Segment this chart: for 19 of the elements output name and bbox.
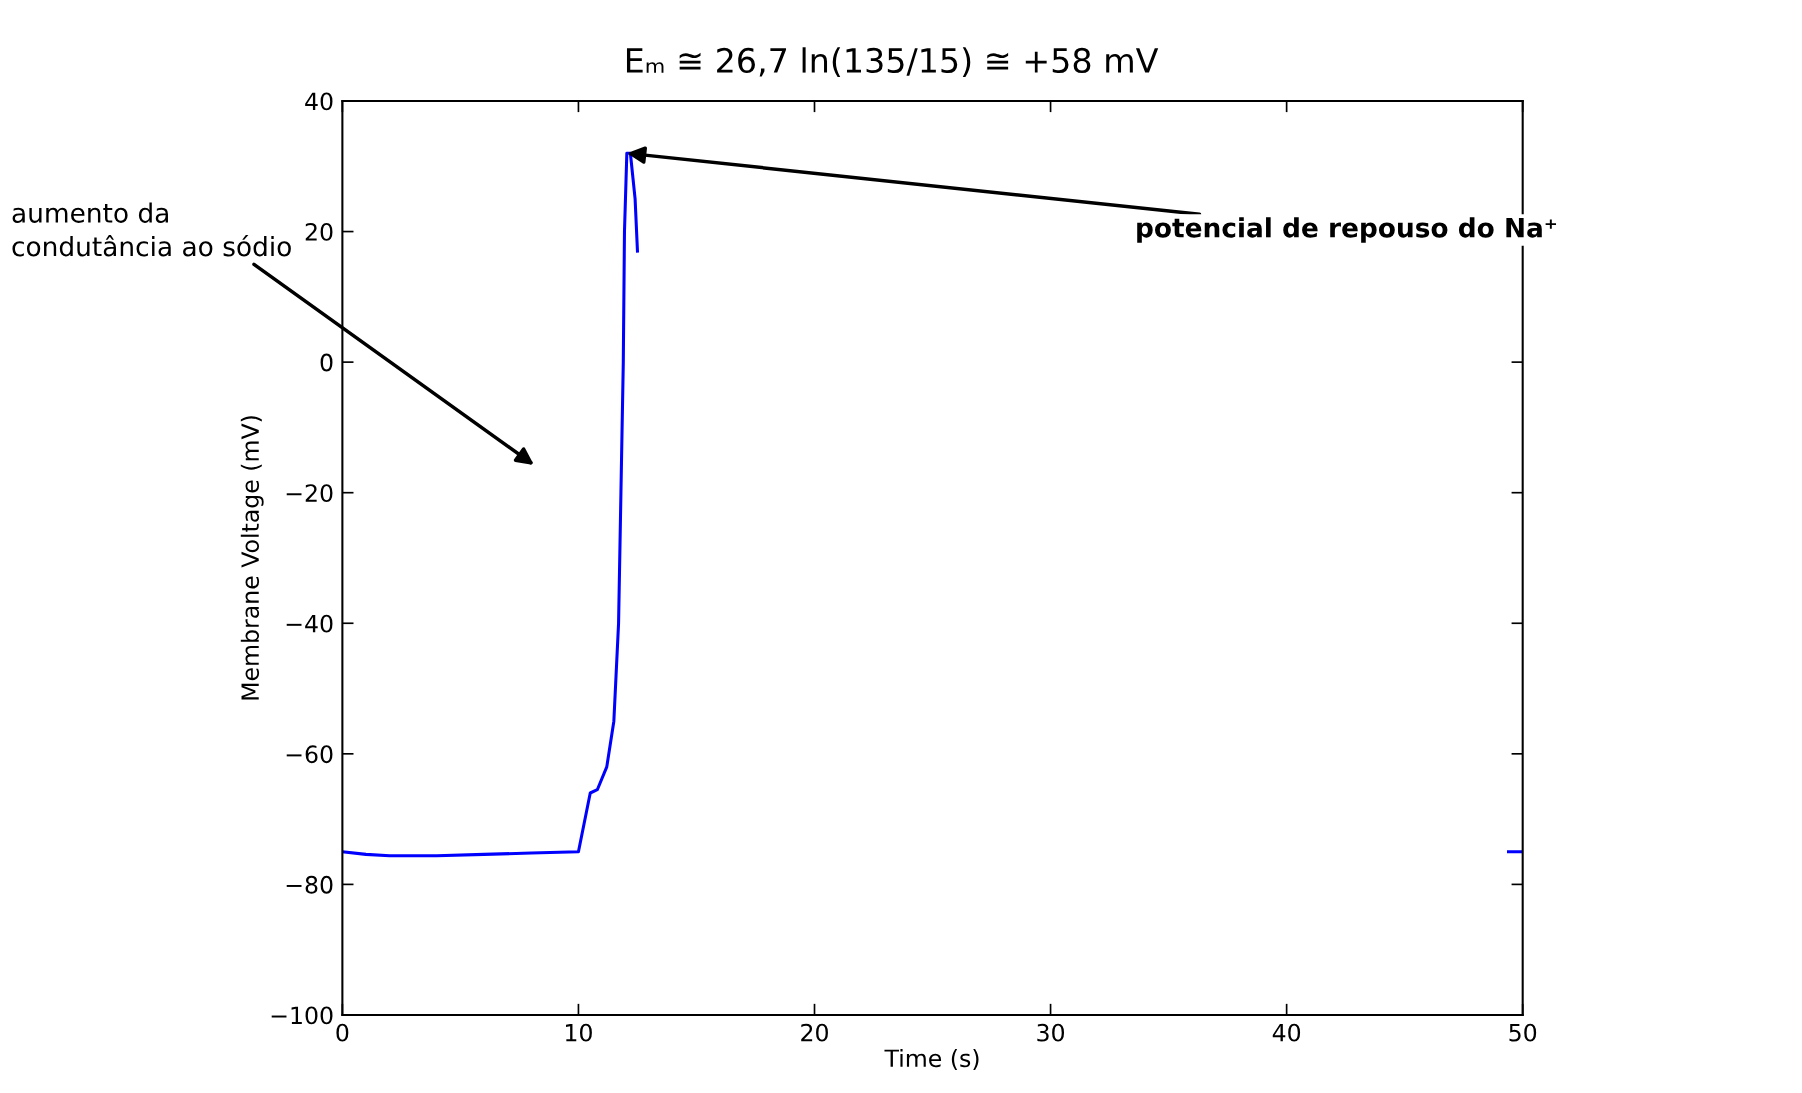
x-tick-label: 20 [801,1023,828,1042]
annotation: potencial de repouso do Na⁺ [1137,217,1557,243]
x-axis-title: Time (s) [884,1048,979,1070]
y-tick-label: 0 [320,353,333,372]
y-tick-label: 40 [305,92,333,111]
y-tick-label: −40 [286,614,333,633]
y-tick-label: 20 [305,223,333,241]
y-axis-title: Membrane Voltage (mV) [240,416,264,700]
y-tick-label: −100 [271,1006,333,1025]
y-tick-label: −60 [286,745,333,764]
x-tick-label: 30 [1037,1023,1065,1042]
x-tick-label: 10 [566,1023,592,1042]
x-tick-label: 0 [336,1023,349,1042]
text: aumento da condutância ao sódio [12,202,291,257]
x-tick-label: 40 [1272,1023,1301,1042]
x-tick-label: 50 [1509,1023,1537,1042]
y-tick-label: −20 [286,484,333,502]
y-tick-label: −80 [286,875,333,894]
text: Eₘ ≅ 26,7 ln(135/15) ≅ +58 mV [626,47,1159,77]
